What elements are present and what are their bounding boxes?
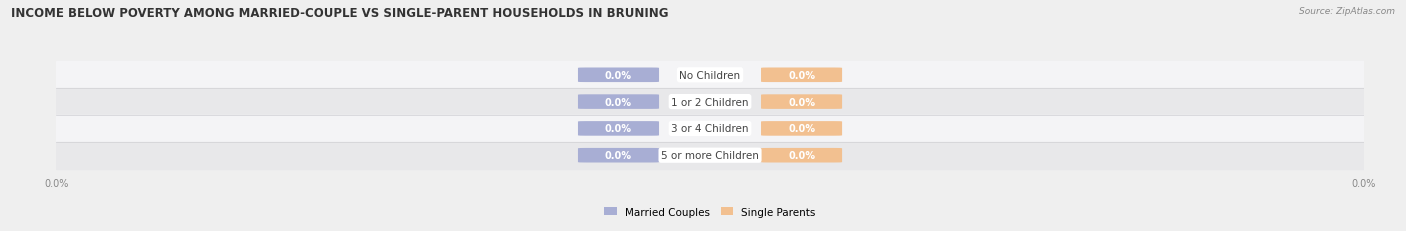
- Text: 0.0%: 0.0%: [605, 97, 633, 107]
- Legend: Married Couples, Single Parents: Married Couples, Single Parents: [600, 203, 820, 221]
- FancyBboxPatch shape: [761, 95, 842, 109]
- Text: 0.0%: 0.0%: [605, 70, 633, 80]
- Text: 0.0%: 0.0%: [787, 124, 815, 134]
- Bar: [56, 62, 1364, 89]
- Text: 0.0%: 0.0%: [605, 151, 633, 161]
- Text: Source: ZipAtlas.com: Source: ZipAtlas.com: [1299, 7, 1395, 16]
- Text: 0.0%: 0.0%: [787, 97, 815, 107]
- Bar: [56, 89, 1364, 116]
- Text: 5 or more Children: 5 or more Children: [661, 151, 759, 161]
- FancyBboxPatch shape: [761, 122, 842, 136]
- FancyBboxPatch shape: [578, 95, 659, 109]
- FancyBboxPatch shape: [578, 148, 659, 163]
- Bar: [56, 116, 1364, 142]
- FancyBboxPatch shape: [761, 68, 842, 83]
- FancyBboxPatch shape: [578, 122, 659, 136]
- Text: 0.0%: 0.0%: [787, 70, 815, 80]
- Text: 1 or 2 Children: 1 or 2 Children: [671, 97, 749, 107]
- Text: 0.0%: 0.0%: [605, 124, 633, 134]
- Bar: [56, 142, 1364, 169]
- Text: 3 or 4 Children: 3 or 4 Children: [671, 124, 749, 134]
- Text: INCOME BELOW POVERTY AMONG MARRIED-COUPLE VS SINGLE-PARENT HOUSEHOLDS IN BRUNING: INCOME BELOW POVERTY AMONG MARRIED-COUPL…: [11, 7, 669, 20]
- Text: No Children: No Children: [679, 70, 741, 80]
- FancyBboxPatch shape: [761, 148, 842, 163]
- Text: 0.0%: 0.0%: [787, 151, 815, 161]
- FancyBboxPatch shape: [578, 68, 659, 83]
